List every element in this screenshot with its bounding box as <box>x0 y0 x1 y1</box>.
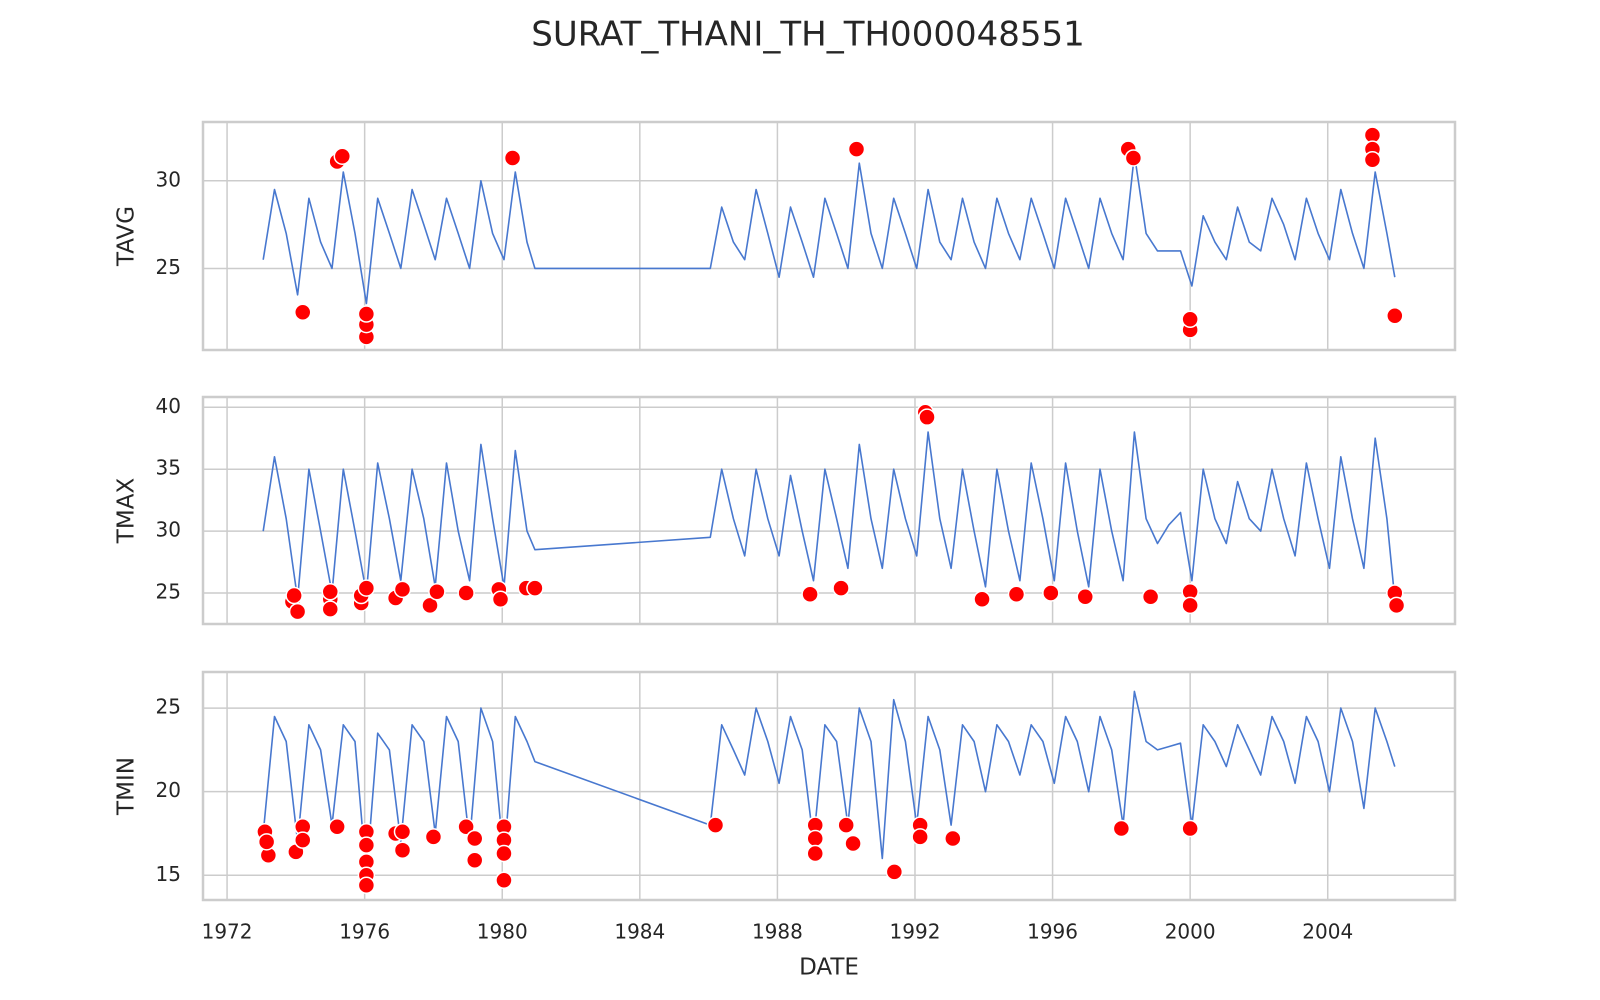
outlier-point <box>918 408 936 426</box>
y-tick-label: 30 <box>156 167 181 191</box>
outlier-point <box>1042 584 1060 602</box>
outlier-point <box>801 585 819 604</box>
outlier-point <box>847 140 866 158</box>
plot-frame <box>201 395 1457 626</box>
outlier-point <box>285 586 303 605</box>
outlier-point <box>457 584 475 602</box>
data-line <box>262 431 1396 600</box>
outlier-point <box>911 828 929 846</box>
y-tick-label: 25 <box>156 695 181 719</box>
outlier-point <box>832 579 850 597</box>
outlier-point <box>465 851 484 869</box>
x-tick-label: 1996 <box>1027 920 1078 944</box>
data-line <box>262 690 1396 877</box>
x-tick-label: 2004 <box>1302 920 1353 944</box>
y-tick-label: 25 <box>156 255 181 279</box>
y-axis-label: TAVG <box>114 206 140 267</box>
outlier-point <box>288 602 307 621</box>
outlier-point <box>357 579 376 597</box>
outlier-point <box>428 583 446 601</box>
x-tick-label: 1992 <box>890 920 941 944</box>
outlier-point <box>1141 588 1160 606</box>
outlier-point <box>321 600 340 618</box>
outlier-point <box>393 841 412 859</box>
x-tick-label: 1988 <box>752 920 803 944</box>
outlier-point <box>1387 596 1406 615</box>
plot-frame <box>201 670 1457 902</box>
outlier-point <box>1181 310 1199 329</box>
outlier-point <box>706 816 725 834</box>
outlier-point <box>424 828 443 846</box>
outlier-point <box>393 580 412 599</box>
outlier-point <box>495 871 513 890</box>
outlier-point <box>257 833 276 851</box>
x-tick-label: 1980 <box>477 920 528 944</box>
x-tick-label: 1984 <box>614 920 665 944</box>
outlier-point <box>526 579 544 597</box>
outlier-point <box>333 147 352 165</box>
outlier-point <box>457 818 475 836</box>
outlier-point <box>1386 307 1404 325</box>
y-tick-label: 20 <box>156 778 181 802</box>
y-tick-label: 40 <box>156 394 181 418</box>
outlier-point <box>321 583 340 601</box>
outlier-point <box>465 829 484 848</box>
outlier-point <box>293 303 312 322</box>
y-tick-label: 35 <box>156 456 181 480</box>
outlier-point <box>503 149 522 167</box>
outlier-point <box>1363 150 1382 169</box>
outlier-point <box>328 818 346 836</box>
outlier-point <box>1076 588 1094 606</box>
outlier-point <box>357 305 376 323</box>
outlier-point <box>944 829 962 848</box>
y-tick-label: 15 <box>156 862 181 886</box>
x-axis-label: DATE <box>799 955 859 981</box>
outlier-point <box>293 831 312 849</box>
outlier-point <box>1181 819 1199 838</box>
outlier-point <box>495 844 513 863</box>
data-line <box>262 153 1396 305</box>
outlier-point <box>1181 596 1199 615</box>
y-tick-label: 30 <box>156 518 181 542</box>
x-tick-label: 1972 <box>202 920 253 944</box>
x-tick-label: 2000 <box>1165 920 1216 944</box>
outlier-point <box>837 816 855 834</box>
outlier-point <box>357 836 376 854</box>
outlier-point <box>421 596 439 615</box>
y-axis-label: TMAX <box>114 478 140 545</box>
chart-title: SURAT_THANI_TH_TH000048551 <box>531 15 1085 55</box>
outlier-point <box>1007 585 1026 604</box>
x-tick-label: 1976 <box>339 920 390 944</box>
y-axis-label: TMIN <box>114 757 140 816</box>
outlier-point <box>973 590 991 608</box>
outlier-point <box>1124 149 1143 167</box>
outlier-point <box>491 590 510 608</box>
outlier-point <box>806 829 824 848</box>
outlier-point <box>1112 819 1131 838</box>
outlier-point <box>844 834 862 853</box>
outlier-point <box>357 876 376 895</box>
outlier-point <box>806 844 824 863</box>
y-tick-label: 25 <box>156 580 181 604</box>
plot-frame <box>201 120 1457 352</box>
outlier-point <box>885 863 904 881</box>
outlier-point <box>393 823 412 841</box>
